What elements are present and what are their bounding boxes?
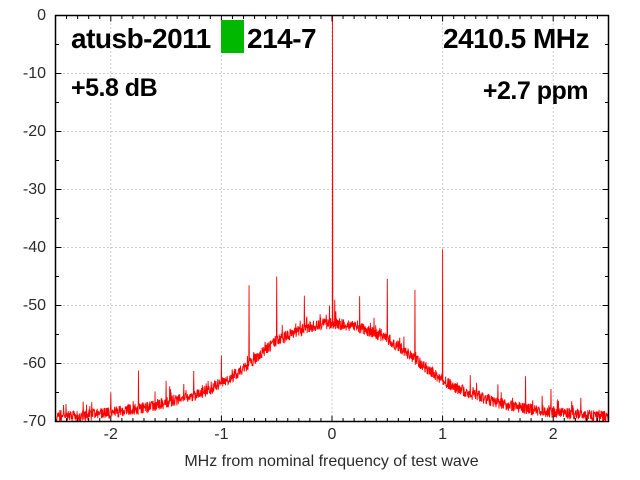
y-tick-label: -20 (22, 122, 46, 140)
x-tick-label: -1 (214, 426, 229, 443)
y-tick-label: -30 (22, 180, 46, 198)
title-highlight-marker (221, 20, 244, 53)
spectrum-trace (55, 15, 609, 423)
plot-title-suffix: 214-7 (247, 23, 317, 54)
x-axis-title: MHz from nominal frequency of test wave (184, 453, 479, 470)
center-frequency-label: 2410.5 MHz (443, 23, 589, 54)
ppm-offset-label: +2.7 ppm (482, 77, 589, 105)
plot-title-prefix: atusb-2011 (71, 23, 211, 54)
y-tick-label: -10 (22, 64, 46, 82)
y-tick-label: 0 (37, 6, 46, 24)
y-tick-label: -40 (22, 238, 46, 256)
x-tick-label: -2 (103, 426, 118, 443)
y-tick-label: -50 (22, 296, 46, 314)
gain-label: +5.8 dB (71, 74, 158, 102)
x-tick-label: 0 (327, 426, 337, 443)
x-tick-label: 2 (548, 426, 558, 443)
y-tick-label: -70 (22, 412, 46, 430)
x-tick-label: 1 (438, 426, 448, 443)
y-tick-label: -60 (22, 354, 46, 372)
